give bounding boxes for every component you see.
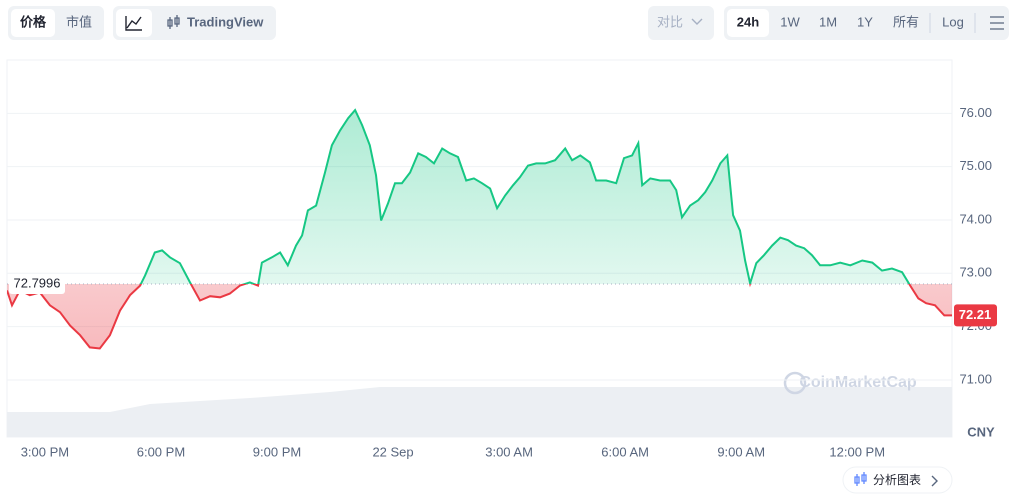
range-button[interactable]: 1W xyxy=(780,14,800,29)
x-tick-label: 6:00 AM xyxy=(601,444,649,459)
watermark: CoinMarketCap xyxy=(799,374,917,391)
currency-label: CNY xyxy=(967,424,995,439)
chevron xyxy=(931,475,938,487)
tradingview-label[interactable]: TradingView xyxy=(187,14,264,29)
market-cap-label[interactable]: 市值 xyxy=(66,14,92,29)
last-price-tag xyxy=(954,304,997,327)
y-tick-label: 73.00 xyxy=(959,265,992,280)
analysis-icon xyxy=(854,472,867,486)
range-button[interactable]: 1M xyxy=(819,14,837,29)
x-tick-label: 22 Sep xyxy=(372,444,413,459)
price-button[interactable] xyxy=(11,9,55,37)
area-down xyxy=(7,283,952,349)
baseline-label: 72.7996 xyxy=(14,275,61,290)
line-icon xyxy=(125,16,142,31)
settings-icon[interactable] xyxy=(990,16,1004,30)
volume-area xyxy=(7,387,952,437)
compare-button[interactable] xyxy=(648,6,714,40)
chart-type-group xyxy=(113,6,276,40)
last-price-label: 72.21 xyxy=(959,307,992,322)
log-button[interactable]: Log xyxy=(942,14,964,29)
analysis-label: 分析图表 xyxy=(873,473,921,487)
y-tick-label: 71.00 xyxy=(959,371,992,386)
analysis-button[interactable] xyxy=(842,466,953,494)
y-tick-label: 76.00 xyxy=(959,105,992,120)
area-up xyxy=(140,110,910,284)
range-active xyxy=(727,9,769,37)
x-tick-label: 6:00 PM xyxy=(137,444,185,459)
range-button[interactable]: 24h xyxy=(737,14,759,29)
baseline-label-bg xyxy=(9,273,65,294)
x-tick-label: 3:00 PM xyxy=(21,444,69,459)
price-label: 价格 xyxy=(20,14,47,29)
price-line-up xyxy=(139,108,911,284)
y-tick-label: 75.00 xyxy=(959,158,992,173)
x-tick-label: 3:00 AM xyxy=(485,444,533,459)
compare-label: 对比 xyxy=(657,14,683,29)
candle-icon xyxy=(167,15,180,29)
watermark-logo xyxy=(783,371,807,395)
y-tick-label: 74.00 xyxy=(959,211,992,226)
x-tick-label: 9:00 PM xyxy=(253,444,301,459)
x-tick-label: 12:00 PM xyxy=(829,444,885,459)
range-group xyxy=(724,6,1009,40)
range-button[interactable]: 所有 xyxy=(893,14,919,29)
x-tick-label: 9:00 AM xyxy=(717,444,765,459)
range-button[interactable]: 1Y xyxy=(857,14,873,29)
chevron xyxy=(691,18,703,25)
